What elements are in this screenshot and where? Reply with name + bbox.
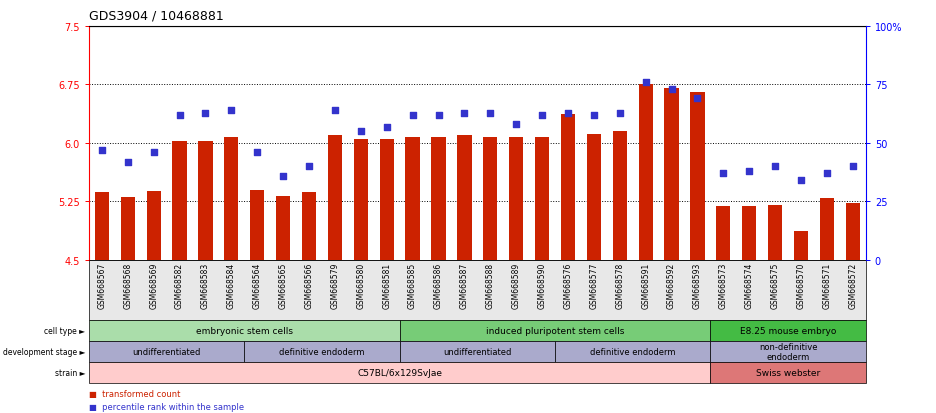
Bar <box>742 206 756 260</box>
Point <box>845 164 860 170</box>
Point <box>95 147 110 154</box>
Point <box>121 159 136 166</box>
Point <box>328 108 343 114</box>
Bar <box>225 138 239 260</box>
Point <box>146 150 161 156</box>
Point <box>457 110 472 116</box>
Bar <box>198 142 212 260</box>
Point <box>483 110 498 116</box>
Text: ■  transformed count: ■ transformed count <box>89 389 181 398</box>
Bar <box>587 134 601 260</box>
Text: development stage ►: development stage ► <box>3 347 85 356</box>
Point <box>587 112 602 119</box>
Point <box>250 150 265 156</box>
Point <box>716 171 731 177</box>
Bar <box>354 140 368 260</box>
Bar <box>121 197 135 260</box>
Bar <box>431 138 446 260</box>
Bar <box>380 140 394 260</box>
Text: GDS3904 / 10468881: GDS3904 / 10468881 <box>89 10 224 23</box>
Text: embryonic stem cells: embryonic stem cells <box>196 326 293 335</box>
Point <box>665 87 680 93</box>
Text: strain ►: strain ► <box>54 368 85 377</box>
Point <box>690 96 705 102</box>
Text: non-definitive
endoderm: non-definitive endoderm <box>759 342 817 361</box>
Point <box>301 164 316 170</box>
Point <box>509 121 524 128</box>
Text: definitive endoderm: definitive endoderm <box>279 347 365 356</box>
Point <box>198 110 213 116</box>
Point <box>638 80 653 86</box>
Bar <box>483 138 497 260</box>
Text: cell type ►: cell type ► <box>44 326 85 335</box>
Point <box>820 171 835 177</box>
Point <box>534 112 549 119</box>
Point <box>431 112 446 119</box>
Bar <box>794 232 808 260</box>
Bar <box>509 138 523 260</box>
Point <box>742 169 757 175</box>
Point <box>794 178 809 184</box>
Bar <box>768 206 782 260</box>
Point <box>172 112 187 119</box>
Bar <box>561 115 575 260</box>
Point <box>379 124 394 131</box>
Bar <box>276 197 290 260</box>
Point <box>224 108 239 114</box>
Text: definitive endoderm: definitive endoderm <box>590 347 676 356</box>
Bar <box>172 142 186 260</box>
Bar <box>302 192 316 260</box>
Bar <box>458 136 472 260</box>
Bar <box>535 138 549 260</box>
Bar <box>691 93 705 260</box>
Bar <box>405 138 419 260</box>
Text: undifferentiated: undifferentiated <box>132 347 201 356</box>
Text: C57BL/6x129SvJae: C57BL/6x129SvJae <box>358 368 442 377</box>
Point <box>276 173 291 180</box>
Bar <box>665 88 679 260</box>
Text: ■  percentile rank within the sample: ■ percentile rank within the sample <box>89 402 244 411</box>
Bar <box>613 132 627 260</box>
Bar <box>638 85 652 260</box>
Point <box>354 128 369 135</box>
Point <box>768 164 782 170</box>
Bar <box>716 206 730 260</box>
Bar <box>328 136 342 260</box>
Point <box>405 112 420 119</box>
Text: Swiss webster: Swiss webster <box>756 368 820 377</box>
Bar <box>95 192 109 260</box>
Point <box>612 110 627 116</box>
Bar <box>250 190 264 260</box>
Bar <box>820 199 834 260</box>
Text: undifferentiated: undifferentiated <box>443 347 512 356</box>
Bar <box>846 204 860 260</box>
Text: induced pluripotent stem cells: induced pluripotent stem cells <box>486 326 624 335</box>
Point <box>561 110 576 116</box>
Bar <box>147 192 161 260</box>
Text: E8.25 mouse embryo: E8.25 mouse embryo <box>740 326 836 335</box>
